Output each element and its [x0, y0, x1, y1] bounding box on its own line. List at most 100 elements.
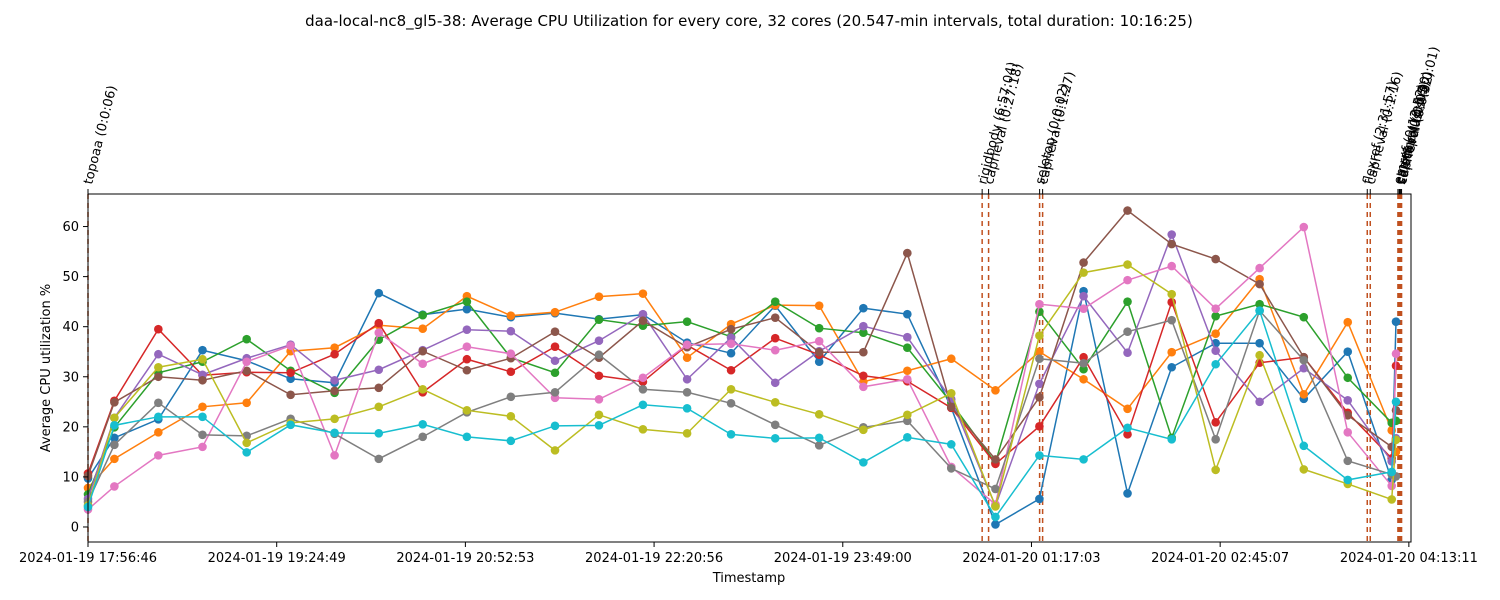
- series-line: [87, 209, 1397, 477]
- data-point: [726, 348, 736, 358]
- data-point: [374, 402, 384, 412]
- data-point: [550, 421, 560, 431]
- data-point: [374, 328, 384, 337]
- data-point: [1211, 311, 1220, 321]
- y-tick-label: 50: [62, 270, 79, 285]
- plot-area: [87, 193, 1412, 543]
- data-point: [418, 432, 428, 442]
- data-point: [1211, 435, 1220, 444]
- data-point: [682, 340, 692, 350]
- data-point: [682, 387, 692, 397]
- series: [83, 260, 1401, 511]
- data-point: [462, 297, 472, 306]
- data-point: [594, 371, 604, 381]
- data-point: [330, 375, 339, 385]
- data-point: [594, 315, 604, 324]
- data-point: [726, 333, 736, 343]
- data-point: [1343, 347, 1353, 357]
- data-point: [1299, 355, 1309, 365]
- data-point: [814, 433, 824, 443]
- data-point: [1211, 254, 1220, 264]
- data-point: [1035, 422, 1044, 431]
- data-point: [198, 375, 207, 385]
- x-tick-label: 2024-01-19 22:20:56: [585, 551, 723, 566]
- series-line: [87, 290, 1397, 526]
- series: [83, 274, 1401, 493]
- series: [83, 306, 1401, 522]
- series: [83, 230, 1401, 511]
- data-point: [374, 429, 384, 438]
- data-point: [1035, 299, 1044, 309]
- data-point: [110, 421, 119, 430]
- data-point: [1035, 379, 1044, 389]
- data-point: [1391, 349, 1401, 359]
- data-point: [1255, 263, 1264, 273]
- data-point: [462, 406, 472, 415]
- data-point: [1079, 358, 1088, 368]
- data-point: [638, 373, 648, 383]
- data-point: [1255, 350, 1264, 360]
- data-point: [859, 458, 868, 467]
- data-point: [330, 428, 339, 438]
- data-point: [418, 384, 428, 394]
- series-line: [87, 309, 1397, 519]
- data-point: [814, 301, 824, 310]
- data-point: [1255, 299, 1264, 309]
- data-point: [726, 384, 736, 394]
- data-point: [903, 374, 912, 384]
- data-point: [418, 346, 428, 356]
- data-point: [1343, 456, 1353, 466]
- data-point: [1211, 359, 1220, 369]
- data-point: [1387, 481, 1397, 491]
- data-point: [242, 357, 251, 367]
- data-point: [726, 430, 736, 439]
- data-point: [110, 413, 119, 423]
- data-point: [506, 349, 516, 359]
- data-point: [594, 394, 604, 404]
- data-point: [330, 349, 339, 359]
- data-point: [110, 433, 119, 443]
- data-point: [1255, 338, 1264, 348]
- data-point: [198, 354, 207, 364]
- y-tick-label: 60: [62, 220, 79, 235]
- y-axis-label: Average CPU utilization %: [39, 284, 54, 452]
- data-point: [330, 414, 339, 424]
- data-point: [726, 324, 736, 334]
- data-point: [638, 425, 648, 434]
- series: [83, 222, 1401, 514]
- data-point: [859, 371, 868, 381]
- data-point: [1079, 291, 1088, 301]
- data-point: [1035, 347, 1044, 357]
- data-point: [903, 332, 912, 342]
- data-point: [1167, 347, 1177, 357]
- event-label: topoaa (0:0:06): [81, 84, 120, 186]
- x-tick-label: 2024-01-19 23:49:00: [774, 551, 912, 566]
- data-point: [991, 520, 1000, 529]
- data-point: [1123, 348, 1132, 358]
- data-point: [506, 367, 516, 377]
- data-point: [903, 343, 912, 353]
- data-point: [110, 397, 119, 407]
- data-point: [110, 482, 119, 491]
- x-tick-label: 2024-01-20 02:45:07: [1151, 551, 1289, 566]
- data-point: [1255, 306, 1264, 315]
- data-point: [286, 341, 295, 351]
- x-tick-label: 2024-01-19 19:24:49: [208, 551, 346, 566]
- data-point: [1079, 364, 1088, 374]
- data-point: [859, 425, 868, 435]
- data-point: [1123, 423, 1132, 433]
- data-point: [374, 288, 384, 298]
- data-point: [330, 451, 339, 460]
- x-tick-label: 2024-01-19 17:56:46: [19, 551, 157, 566]
- x-axis: 2024-01-19 17:56:46 2024-01-19 19:24:49 20…: [19, 542, 1478, 566]
- chart-title: daa-local-nc8_gl5-38: Average CPU Utiliz…: [305, 12, 1193, 31]
- data-point: [1123, 260, 1132, 269]
- data-point: [946, 464, 956, 473]
- data-point: [286, 420, 295, 430]
- x-axis-label: Timestamp: [712, 571, 786, 586]
- data-point: [550, 368, 560, 378]
- data-point: [682, 317, 692, 326]
- data-point: [594, 421, 604, 430]
- data-point: [550, 387, 560, 397]
- data-point: [991, 502, 1000, 511]
